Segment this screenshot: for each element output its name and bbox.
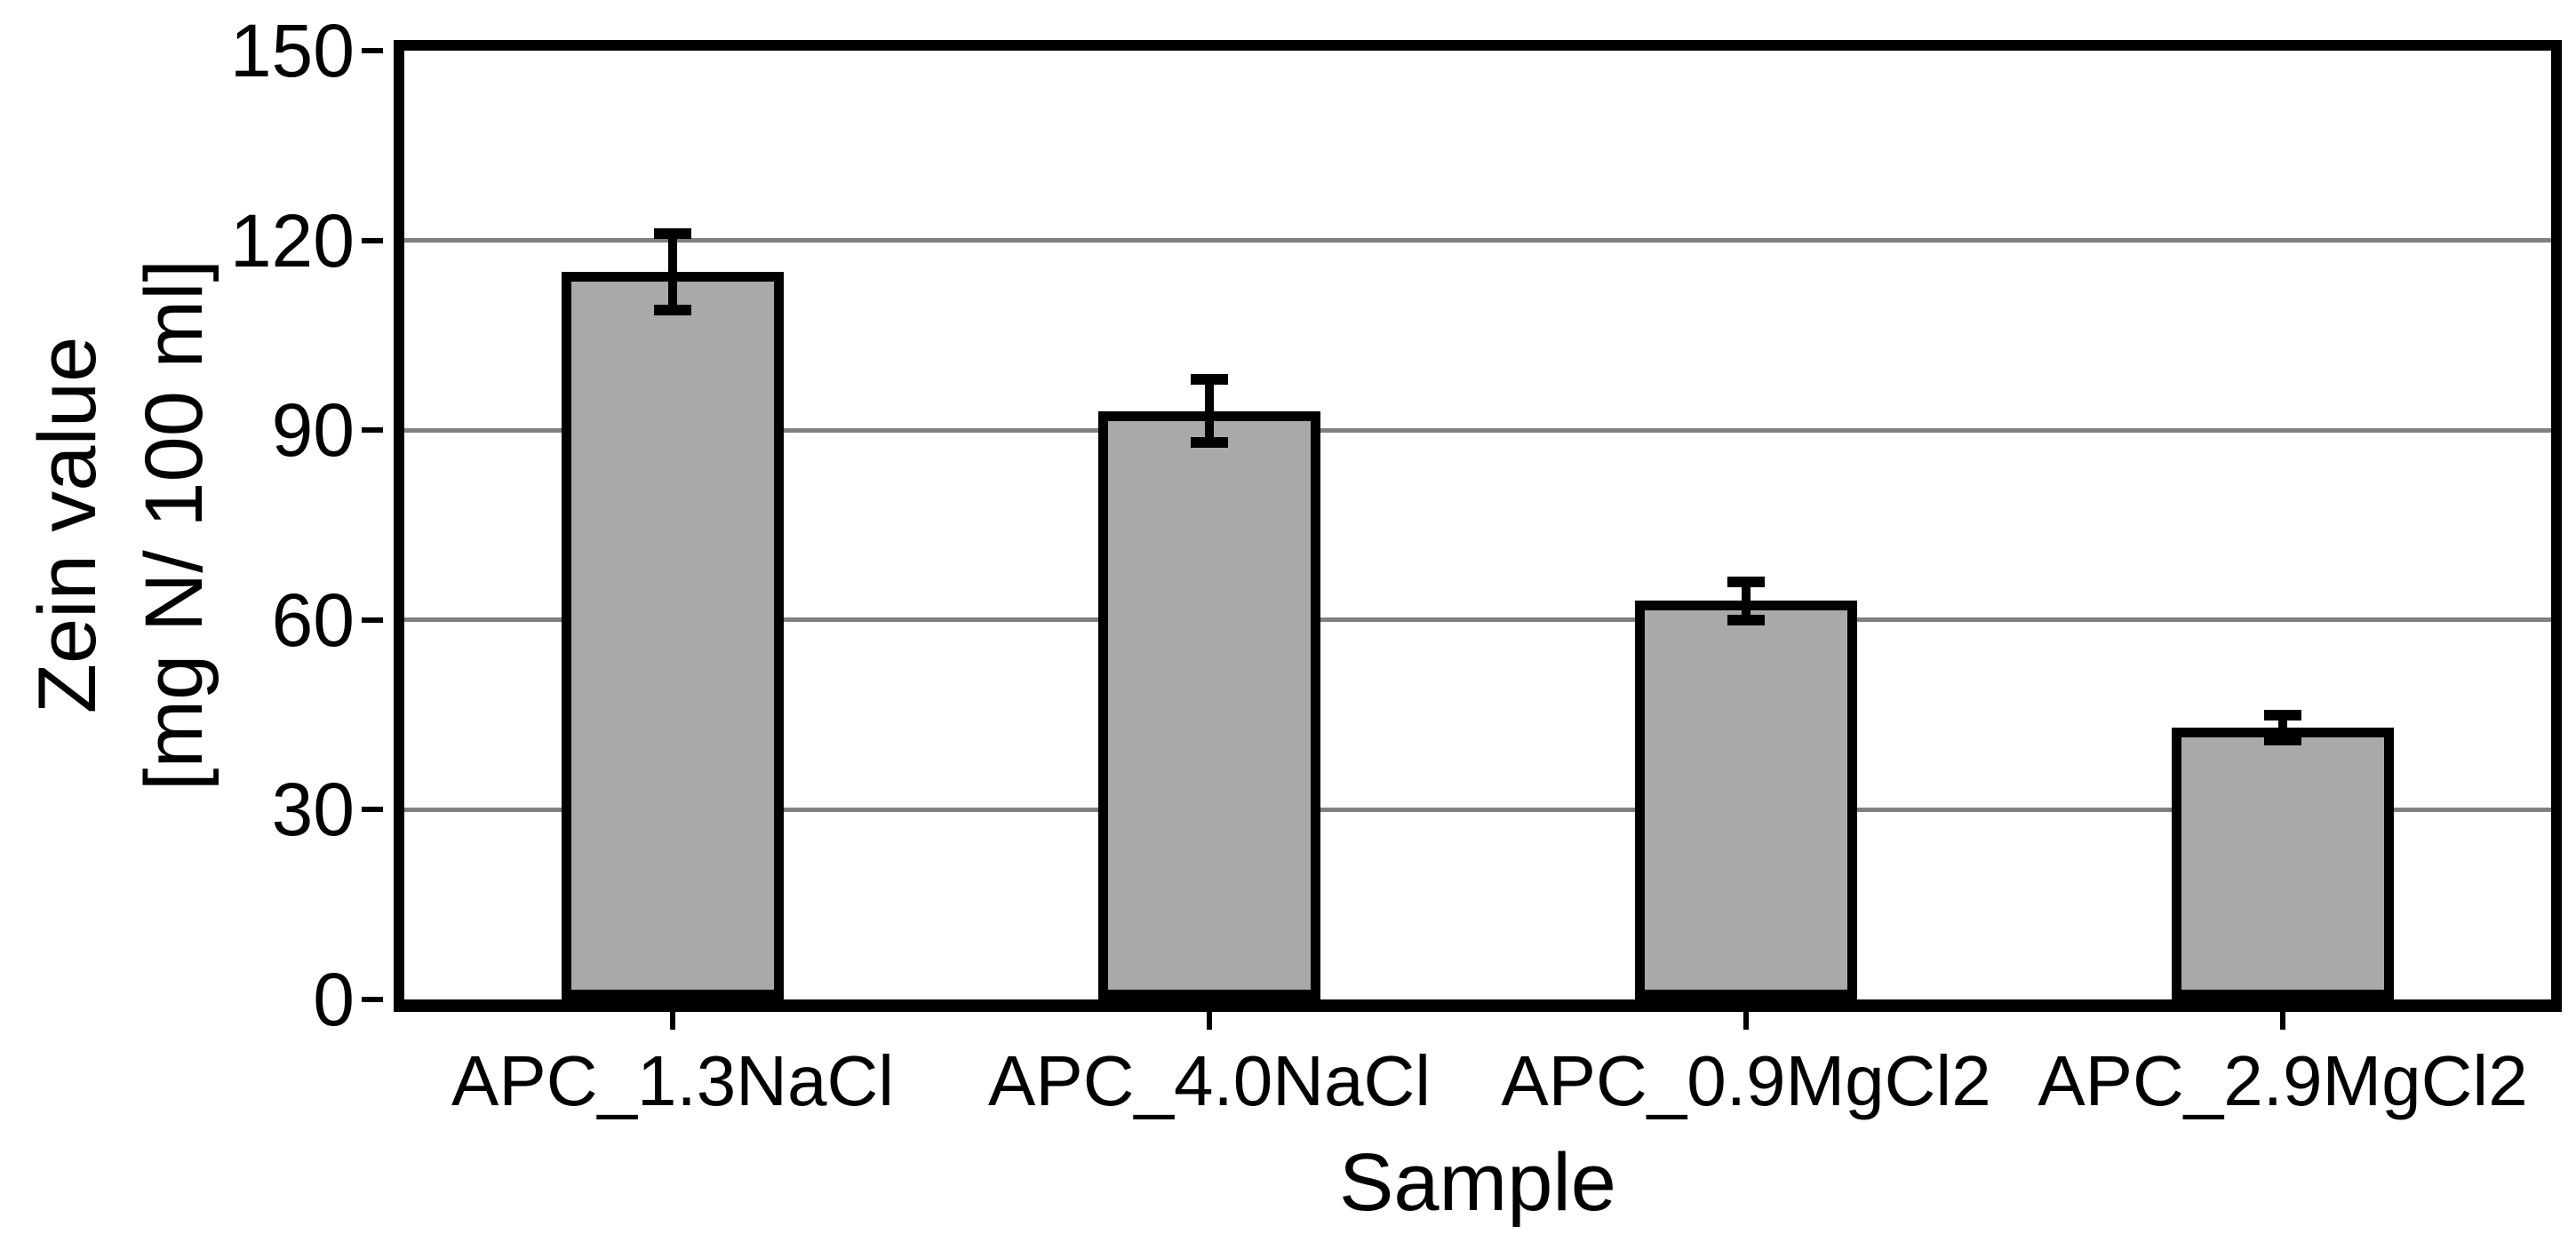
x-tick-APC_1.3NaCl xyxy=(670,1012,675,1030)
error-bar-cap-top-APC_2.9MgCl2 xyxy=(2264,709,2301,721)
x-tick-label-APC_4.0NaCl: APC_4.0NaCl xyxy=(987,1041,1431,1120)
error-bar-cap-bottom-APC_0.9MgCl2 xyxy=(1727,614,1765,625)
x-axis-title: Sample xyxy=(1339,1137,1616,1228)
y-tick-label: 90 xyxy=(271,388,355,473)
gridline-90 xyxy=(404,427,2551,433)
plot-area: 0 30 60 90 120 150 APC_1.3NaCl APC_4.0NaCl APC_0… xyxy=(230,13,2562,1120)
error-bar-cap-top-APC_4.0NaCl xyxy=(1191,374,1228,386)
y-tick-60 xyxy=(362,617,383,623)
error-bar-cap-top-APC_0.9MgCl2 xyxy=(1727,577,1765,588)
x-tick-APC_0.9MgCl2 xyxy=(1743,1012,1749,1030)
x-tick-label-APC_2.9MgCl2: APC_2.9MgCl2 xyxy=(2038,1041,2528,1120)
x-tick-APC_2.9MgCl2 xyxy=(2280,1012,2285,1030)
y-tick-0 xyxy=(362,997,383,1002)
gridline-30 xyxy=(404,807,2551,812)
y-axis-title-line1: Zein value xyxy=(22,336,113,714)
y-tick-150 xyxy=(362,48,383,53)
bar-APC_0.9MgCl2 xyxy=(1635,601,1857,999)
bar-APC_2.9MgCl2 xyxy=(2172,727,2394,999)
error-bar-APC_1.3NaCl xyxy=(668,234,677,310)
y-axis-title-line2: [mg N/ 100 ml] xyxy=(129,259,219,792)
x-tick-label-APC_0.9MgCl2: APC_0.9MgCl2 xyxy=(1501,1041,1991,1120)
gridline-60 xyxy=(404,617,2551,623)
y-tick-label: 30 xyxy=(271,768,355,852)
bar-APC_4.0NaCl xyxy=(1098,410,1320,999)
y-tick-90 xyxy=(362,427,383,434)
y-tick-label: 0 xyxy=(313,958,355,1041)
y-tick-label: 150 xyxy=(229,9,355,92)
x-tick-label-APC_1.3NaCl: APC_1.3NaCl xyxy=(451,1041,894,1120)
error-bar-APC_0.9MgCl2 xyxy=(1742,582,1751,620)
error-bar-cap-bottom-APC_1.3NaCl xyxy=(654,304,691,315)
error-bar-APC_4.0NaCl xyxy=(1205,379,1214,443)
error-bar-cap-bottom-APC_2.9MgCl2 xyxy=(2264,735,2301,746)
y-axis-title: Zein value [mg N/ 100 ml] xyxy=(14,259,227,791)
y-tick-120 xyxy=(362,237,383,243)
error-bar-cap-top-APC_1.3NaCl xyxy=(654,228,691,240)
y-tick-label: 120 xyxy=(229,198,355,283)
gridline-120 xyxy=(404,238,2551,243)
y-tick-label: 60 xyxy=(271,577,355,662)
error-bar-APC_2.9MgCl2 xyxy=(2278,714,2287,741)
bar-APC_1.3NaCl xyxy=(562,272,784,999)
y-tick-30 xyxy=(362,807,383,813)
x-tick-APC_4.0NaCl xyxy=(1207,1012,1212,1030)
error-bar-cap-bottom-APC_4.0NaCl xyxy=(1191,437,1228,449)
